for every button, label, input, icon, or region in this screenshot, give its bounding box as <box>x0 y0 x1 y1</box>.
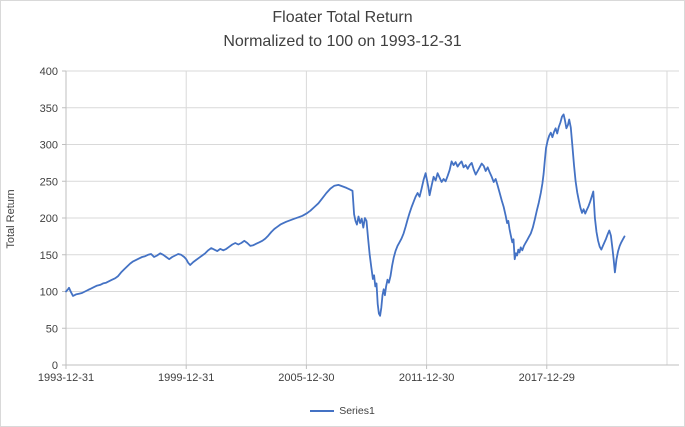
y-tick-label: 200 <box>40 213 58 225</box>
y-tick-label: 250 <box>40 176 58 188</box>
x-tick-label: 1999-12-31 <box>158 372 214 384</box>
y-tick-label: 350 <box>40 103 58 115</box>
legend-series1-label: Series1 <box>339 405 375 417</box>
x-tick-label: 2011-12-30 <box>399 372 454 384</box>
y-tick-label: 50 <box>46 323 58 335</box>
y-tick-label: 100 <box>40 287 58 299</box>
y-axis-title: Total Return <box>5 189 17 249</box>
chart-title-line-1: Floater Total Return <box>272 9 413 26</box>
legend: Series1 <box>1 405 684 417</box>
legend-series1-line-marker <box>310 410 335 412</box>
y-tick-label: 400 <box>40 66 58 78</box>
y-tick-label: 300 <box>40 140 58 152</box>
chart-title: Floater Total Return Normalized to 100 o… <box>1 6 684 54</box>
x-tick-label: 2005-12-30 <box>278 372 334 384</box>
x-tick-label: 1993-12-31 <box>38 372 94 384</box>
y-tick-label: 150 <box>40 250 58 262</box>
x-tick-label: 2017-12-29 <box>519 372 575 384</box>
chart-title-line-2: Normalized to 100 on 1993-12-31 <box>223 33 462 50</box>
y-tick-label: 0 <box>52 360 58 372</box>
series-line-series1 <box>65 113 626 317</box>
